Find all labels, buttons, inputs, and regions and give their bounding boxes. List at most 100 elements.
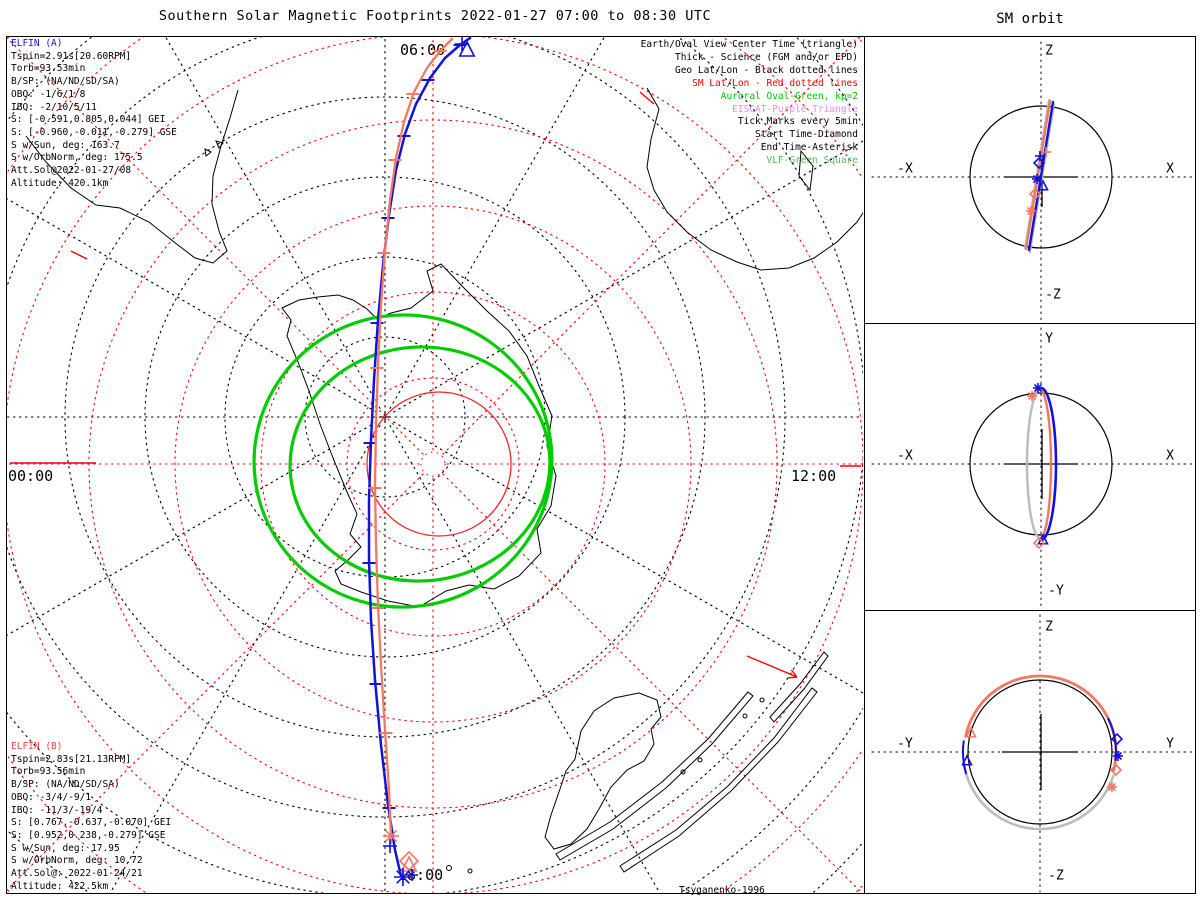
legend-line: End Time-Asterisk (760, 142, 858, 154)
arrow-head (787, 676, 798, 679)
asterisk-marker (384, 829, 398, 843)
triangle-marker (458, 40, 476, 57)
sm-orbit-yz-label-left: -Y (897, 736, 913, 752)
mlt-label-0600: 06:00 (400, 41, 446, 59)
sm-orbit-yz (871, 614, 1195, 893)
mlt-label-0000: 00:00 (8, 467, 54, 485)
info-line: Att.Sol@: 2022-01-24/21 (11, 868, 143, 880)
asterisk-marker (1027, 391, 1037, 401)
small-island (446, 865, 452, 871)
asterisk-marker (1032, 174, 1042, 184)
solar-circle (366, 391, 512, 537)
sm-grid-circle (346, 377, 520, 551)
mlt-label-1800: 18:00 (398, 866, 444, 884)
info-line: B/SP: (NA/ND/SD/SA) (11, 76, 120, 88)
orbit-track (962, 762, 1115, 831)
sm-grid-circle (174, 205, 692, 723)
asterisk-marker (1027, 391, 1037, 401)
geo-grid-circle (144, 176, 626, 658)
asterisk-marker (1107, 782, 1117, 792)
legend-line: EISCAT-Purple Triangle (732, 103, 858, 115)
info-line: S w/Sun, deg: 17.95 (11, 842, 120, 854)
info-line: OBQ: -3/4/-9/1 (11, 791, 92, 803)
info-line: S: [-0.591,0.805,0.044] GEI (11, 114, 166, 126)
australia-coast (544, 692, 662, 850)
diamond-marker (1032, 536, 1046, 550)
triangle-marker (961, 754, 973, 766)
legend-line: Auroral Oval-Green, kp=2 (720, 90, 858, 102)
small-island (742, 713, 748, 719)
sm-orbit-xz-label-bottom: -Z (1045, 287, 1061, 303)
legend-line: Tick Marks every 5min (737, 116, 858, 128)
asterisk-marker (1032, 174, 1042, 184)
sm-orbit-yz-label-top: Z (1045, 619, 1053, 635)
legend-line: Thick - Science (FGM and/or EPD) (674, 51, 858, 63)
outer-frame (6, 36, 1196, 894)
sm-orbit-xz-label-top: Z (1045, 43, 1053, 59)
geo-grid-radial (7, 421, 377, 636)
elfin-b-info-box: ELFIN (B) Tspin=2.83s[21.13RPM] Torb=93.56… (11, 741, 171, 893)
asterisk-marker (1033, 383, 1043, 393)
orbit-track (1040, 386, 1058, 542)
rim-sliver-2 (619, 687, 818, 873)
sm-orbit-xy-label-right: X (1166, 448, 1174, 464)
asterisk-marker (1107, 782, 1117, 792)
info-line: Torb=93.56min (11, 766, 86, 778)
sm-grid-circle (88, 119, 778, 809)
auroral-oval-outer (252, 313, 554, 609)
orbit-track (1028, 102, 1056, 254)
rim-sliver-1 (555, 691, 754, 861)
page-title: Southern Solar Magnetic Footprints 2022-… (158, 8, 712, 24)
sm-orbit-panel-title: SM orbit (996, 11, 1064, 27)
small-island (680, 769, 686, 775)
legend-line: Earth/Oval View Center Time (triangle) (640, 39, 858, 50)
sm-orbit-xz (871, 41, 1195, 321)
asterisk-marker (384, 829, 398, 843)
orbit-track (1025, 387, 1043, 541)
legend: Earth/Oval View Center Time (triangle) Th… (641, 39, 858, 168)
diamond-marker (1032, 156, 1046, 170)
info-line: S w/Sun, deg: 163.7 (11, 139, 120, 151)
diamond-marker (1110, 732, 1124, 746)
figure-frame (6, 36, 1196, 894)
sm-orbit-xy-label-bottom: -Y (1048, 583, 1064, 599)
orbit-track (962, 740, 967, 775)
satellite-name: ELFIN (A) (11, 38, 63, 49)
orbit-track (1024, 99, 1052, 251)
mlt-label-1200: 12:00 (791, 467, 837, 485)
small-island (697, 757, 703, 763)
rim-sliver-3 (769, 651, 829, 723)
info-line: Torb=93.53min (11, 63, 86, 75)
orbit-track (1027, 100, 1055, 252)
sm-grid-circle (260, 291, 606, 637)
sm-grid-solid-segment (70, 250, 88, 260)
orbit-track (964, 674, 1118, 772)
model-name: Tsyganenko-1996 (679, 885, 765, 896)
small-island (759, 697, 765, 703)
info-line: Att.Sol@2022-01-27/08 (11, 165, 132, 177)
sm-grid-pole-circle (420, 451, 446, 477)
credits: Tsyganenko-1996 Created: Fri Jan 13 18:4… (679, 858, 868, 900)
arrow-head (790, 669, 798, 678)
info-line: Altitude: 422.5km (11, 880, 109, 892)
legend-line: Geo Lat/Lon - Black dotted lines (674, 64, 858, 76)
info-line: S: [-0.960,-0.011,-0.279] GSE (11, 126, 177, 138)
earth-circle (969, 392, 1113, 536)
diamond-marker (1028, 187, 1042, 201)
triangle-marker (965, 726, 977, 738)
satellite-name: ELFIN (B) (11, 741, 63, 752)
info-line: B/SP: (NA/ND/SD/SA) (11, 779, 120, 791)
info-line: OBQ: -1/6/1/8 (11, 88, 86, 100)
sm-orbit-xz-label-right: X (1166, 161, 1174, 177)
asterisk-marker (1113, 751, 1123, 761)
sm-orbit-xy-label-top: Y (1045, 331, 1053, 347)
sm-grid-radial (442, 473, 863, 893)
geo-grid-circle (304, 336, 466, 498)
diamond-marker (1109, 763, 1123, 777)
info-line: Tspin=2.91s[20.60RPM] (11, 50, 132, 62)
earth-circle (967, 679, 1113, 825)
info-line: IBQ: -2/10/5/11 (11, 101, 97, 113)
orbit-track (1107, 717, 1117, 761)
